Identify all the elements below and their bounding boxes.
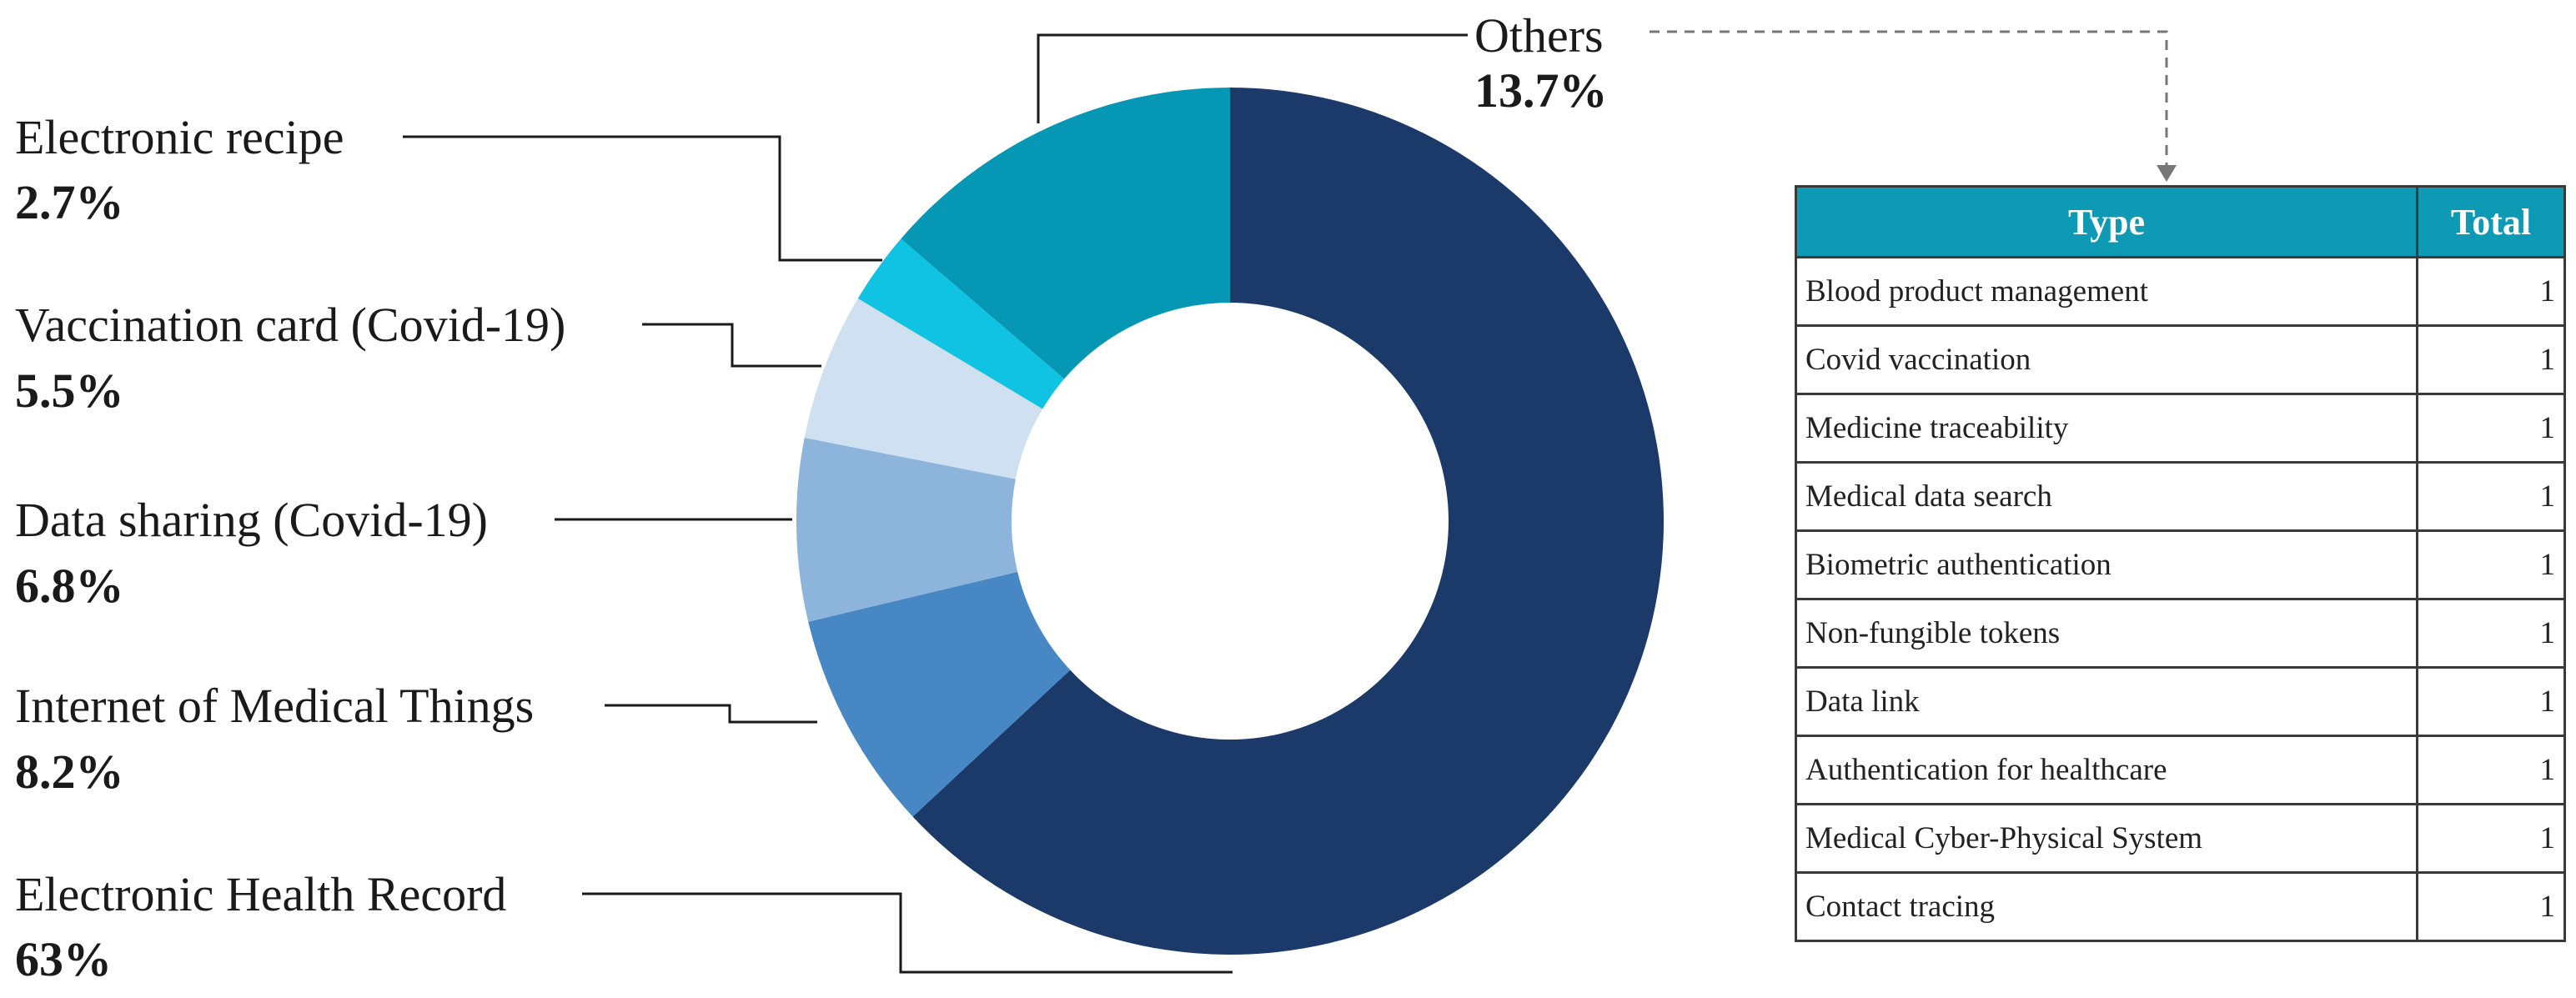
leader-line-iomt — [605, 704, 817, 724]
slice-data-sharing — [796, 438, 1018, 622]
total-cell: 1 — [2416, 803, 2566, 874]
table-row: Biometric authentication 1 — [1795, 529, 2566, 600]
total-cell: 1 — [2416, 735, 2566, 805]
total-cell: 1 — [2416, 666, 2566, 737]
total-cell: 1 — [2416, 256, 2566, 327]
label-ehr-value: 63% — [15, 932, 112, 986]
table-header-row: Type Total — [1795, 185, 2566, 258]
label-others-value: 13.7% — [1474, 63, 1608, 118]
type-cell: Non-fungible tokens — [1795, 598, 2418, 669]
label-iomt-name: Internet of Medical Things — [15, 679, 534, 733]
leader-line-vaccination-card — [642, 323, 821, 368]
total-cell: 1 — [2416, 461, 2566, 532]
label-data-sharing-value: 6.8% — [15, 559, 124, 613]
total-cell: 1 — [2416, 393, 2566, 464]
label-vaccination-card-value: 5.5% — [15, 364, 124, 418]
table-row: Data link 1 — [1795, 666, 2566, 737]
table-row: Authentication for healthcare 1 — [1795, 735, 2566, 805]
type-cell: Covid vaccination — [1795, 324, 2418, 395]
type-cell: Biometric authentication — [1795, 529, 2418, 600]
table-row: Medical data search 1 — [1795, 461, 2566, 532]
type-cell: Authentication for healthcare — [1795, 735, 2418, 805]
type-cell: Medical data search — [1795, 461, 2418, 532]
column-header-type: Type — [1795, 185, 2418, 258]
leader-line-ehr — [582, 892, 1233, 974]
slice-vaccination-card — [804, 298, 1043, 479]
slice-internet-of-medical-things — [808, 571, 1071, 817]
total-cell: 1 — [2416, 598, 2566, 669]
label-electronic-recipe-name: Electronic recipe — [15, 110, 344, 164]
label-data-sharing-name: Data sharing (Covid-19) — [15, 493, 488, 547]
label-others-name: Others — [1474, 8, 1604, 63]
column-header-total: Total — [2416, 185, 2566, 258]
connector-arrowhead — [2157, 165, 2177, 182]
type-cell: Medicine traceability — [1795, 393, 2418, 464]
total-cell: 1 — [2416, 324, 2566, 395]
table-row: Contact tracing 1 — [1795, 871, 2566, 942]
table-row: Medical Cyber-Physical System 1 — [1795, 803, 2566, 874]
slice-electronic-health-record — [912, 88, 1664, 955]
type-cell: Medical Cyber-Physical System — [1795, 803, 2418, 874]
total-cell: 1 — [2416, 871, 2566, 942]
label-iomt-value: 8.2% — [15, 745, 124, 799]
total-cell: 1 — [2416, 529, 2566, 600]
label-vaccination-card-name: Vaccination card (Covid-19) — [15, 298, 565, 352]
table-row: Non-fungible tokens 1 — [1795, 598, 2566, 669]
leader-line-others — [1037, 33, 1468, 123]
table-row: Medicine traceability 1 — [1795, 393, 2566, 464]
table-row: Covid vaccination 1 — [1795, 324, 2566, 395]
slice-electronic-recipe — [857, 238, 1065, 409]
label-ehr-name: Electronic Health Record — [15, 867, 506, 921]
others-breakdown-table: Type Total Blood product management 1 Cov… — [1795, 185, 2566, 942]
donut-slices — [796, 88, 1664, 955]
others-to-table-connector — [1650, 30, 2168, 171]
type-cell: Blood product management — [1795, 256, 2418, 327]
type-cell: Contact tracing — [1795, 871, 2418, 942]
type-cell: Data link — [1795, 666, 2418, 737]
label-electronic-recipe-value: 2.7% — [15, 175, 124, 229]
table-row: Blood product management 1 — [1795, 256, 2566, 327]
slice-others — [901, 88, 1230, 379]
leader-line-electronic-recipe — [403, 135, 882, 262]
